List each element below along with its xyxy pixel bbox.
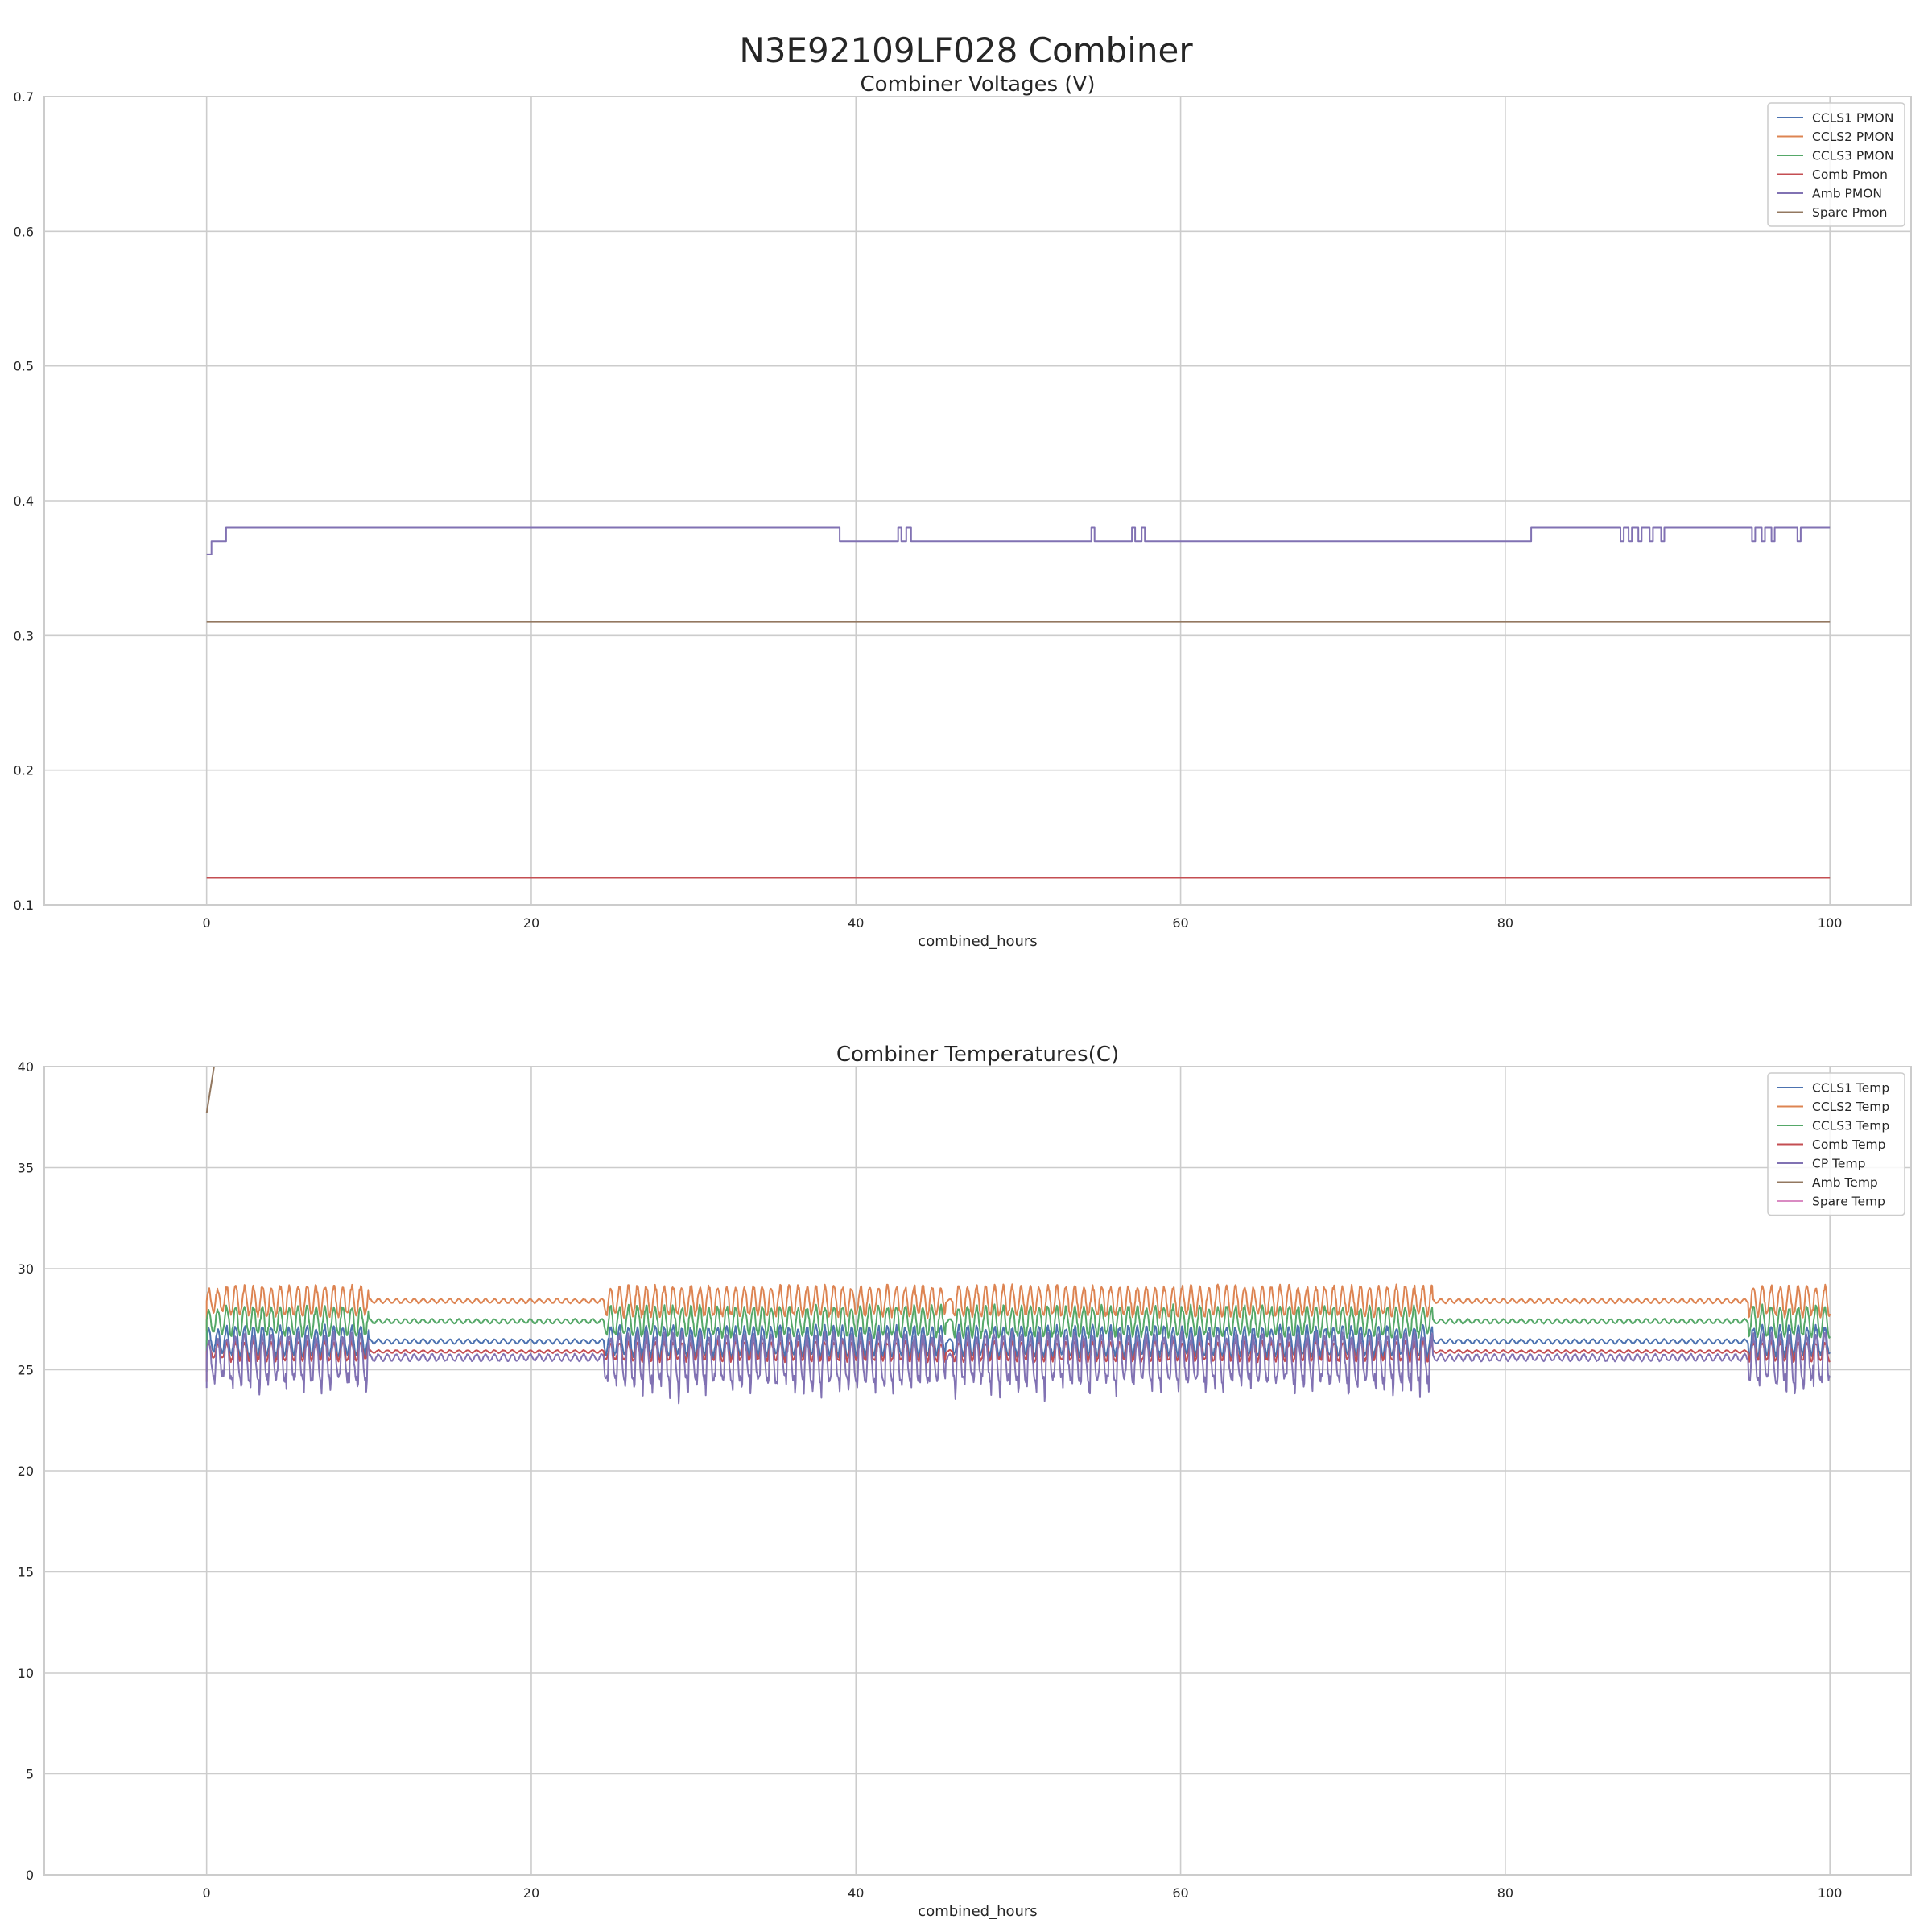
x-tick-label: 0 bbox=[203, 1885, 211, 1901]
x-axis-label: combined_hours bbox=[918, 1903, 1037, 1920]
y-tick-label: 25 bbox=[18, 1363, 34, 1378]
series-line-ccls3-temp bbox=[205, 1303, 1831, 1352]
tick-labels: 0 20 40 60 80 100 0.1 0.2 0.3 0.4 0.5 0.6 0.7 bbox=[14, 89, 1843, 931]
y-tick-label: 0.5 bbox=[14, 359, 34, 374]
series-group bbox=[206, 526, 1831, 905]
temperatures-chart: 0 20 40 60 80 100 0 5 10 15 20 25 30 35 40 Combiner Tem… bbox=[18, 1042, 1912, 1920]
y-tick-label: 0 bbox=[26, 1868, 34, 1883]
y-tick-label: 40 bbox=[18, 1059, 34, 1075]
y-tick-label: 0.3 bbox=[14, 628, 34, 643]
series-line-ccls2-temp bbox=[205, 1283, 1831, 1331]
x-tick-label: 40 bbox=[848, 1885, 864, 1901]
series-group bbox=[205, 1067, 1831, 1405]
legend-box bbox=[1767, 102, 1905, 227]
figure-title: N3E92109LF028 Combiner bbox=[739, 31, 1193, 70]
legend-label: CCLS2 PMON bbox=[1812, 130, 1893, 144]
y-tick-label: 35 bbox=[18, 1161, 34, 1176]
y-tick-label: 30 bbox=[18, 1261, 34, 1277]
x-tick-label: 0 bbox=[203, 915, 211, 931]
legend-label: CCLS1 PMON bbox=[1812, 111, 1893, 126]
y-tick-label: 0.6 bbox=[14, 224, 34, 239]
series-line-amb-pmon bbox=[206, 526, 1831, 555]
legend-label: CP Temp bbox=[1812, 1157, 1865, 1171]
legend-label: Comb Pmon bbox=[1812, 167, 1888, 182]
x-tick-label: 80 bbox=[1497, 915, 1513, 931]
legend-label: CCLS3 PMON bbox=[1812, 149, 1893, 163]
x-tick-label: 80 bbox=[1497, 1885, 1513, 1901]
x-tick-label: 20 bbox=[523, 915, 539, 931]
series-line-amb-temp bbox=[205, 1067, 215, 1113]
axes-frame bbox=[43, 1066, 1912, 1876]
y-tick-label: 0.7 bbox=[14, 89, 34, 105]
legend-label: Amb PMON bbox=[1812, 187, 1882, 201]
y-tick-label: 20 bbox=[18, 1463, 34, 1479]
x-tick-label: 20 bbox=[523, 1885, 539, 1901]
y-tick-label: 0.4 bbox=[14, 493, 34, 509]
tick-labels: 0 20 40 60 80 100 0 5 10 15 20 25 30 35 40 bbox=[18, 1059, 1843, 1901]
series-line-cp-temp bbox=[205, 1330, 1831, 1405]
x-tick-label: 60 bbox=[1172, 915, 1188, 931]
legend-label: CCLS3 Temp bbox=[1812, 1119, 1889, 1133]
y-tick-label: 15 bbox=[18, 1565, 34, 1580]
x-tick-label: 100 bbox=[1818, 915, 1843, 931]
x-tick-label: 60 bbox=[1172, 1885, 1188, 1901]
legend-label: Spare Pmon bbox=[1812, 205, 1887, 220]
axes-frame bbox=[43, 96, 1912, 906]
series-line-comb-temp bbox=[205, 1340, 1831, 1382]
x-axis-label: combined_hours bbox=[918, 933, 1037, 950]
y-tick-label: 10 bbox=[18, 1666, 34, 1681]
legend-label: CCLS2 Temp bbox=[1812, 1100, 1889, 1114]
chart-title: Combiner Temperatures(C) bbox=[836, 1042, 1119, 1067]
legend: CCLS1 Temp CCLS2 Temp CCLS3 Temp Comb Temp C… bbox=[1767, 1072, 1905, 1216]
x-tick-label: 100 bbox=[1818, 1885, 1843, 1901]
legend-label: Spare Temp bbox=[1812, 1195, 1885, 1209]
legend-label: Amb Temp bbox=[1812, 1175, 1878, 1190]
series-line-ccls1-temp bbox=[205, 1323, 1831, 1372]
legend-box bbox=[1767, 1072, 1905, 1216]
y-tick-label: 0.2 bbox=[14, 763, 34, 778]
legend-label: Comb Temp bbox=[1812, 1137, 1885, 1152]
y-tick-label: 5 bbox=[26, 1767, 34, 1782]
legend-label: CCLS1 Temp bbox=[1812, 1081, 1889, 1096]
chart-title: Combiner Voltages (V) bbox=[861, 72, 1096, 97]
voltages-chart: 0 20 40 60 80 100 0.1 0.2 0.3 0.4 0.5 0.6 0.7 Combine… bbox=[14, 72, 1912, 950]
x-tick-label: 40 bbox=[848, 915, 864, 931]
legend: CCLS1 PMON CCLS2 PMON CCLS3 PMON Comb Pmon A… bbox=[1767, 102, 1905, 227]
y-tick-label: 0.1 bbox=[14, 898, 34, 913]
